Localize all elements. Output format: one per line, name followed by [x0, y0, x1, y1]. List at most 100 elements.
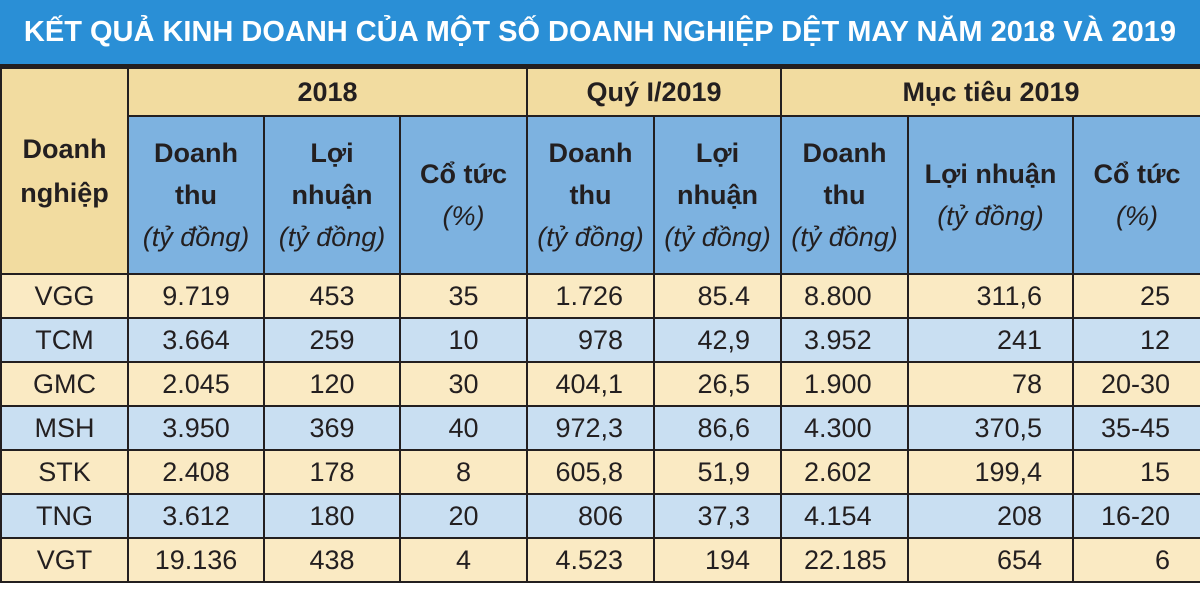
group-header-target-2019: Mục tiêu 2019: [780, 67, 1200, 117]
value-cell: 22.185: [780, 537, 910, 583]
value-cell: 120: [263, 361, 401, 407]
value-cell: 1.726: [526, 273, 656, 319]
column-header-label: nhuận: [291, 180, 373, 210]
value-cell: 3.952: [780, 317, 910, 363]
table-row: MSH 3.950 369 40 972,3 86,6 4.300 370,5 35-45: [0, 405, 1200, 451]
company-cell: TNG: [0, 493, 129, 539]
company-cell: STK: [0, 449, 129, 495]
column-header-unit: (%): [442, 201, 485, 231]
value-cell: 26,5: [653, 361, 783, 407]
value-cell: 20-30: [1072, 361, 1200, 407]
column-header-label: thu: [569, 180, 612, 210]
column-header: Lợi nhuận (tỷ đồng): [263, 115, 401, 275]
value-cell: 30: [398, 361, 529, 407]
value-cell: 3.950: [127, 405, 265, 451]
company-cell: VGT: [0, 537, 129, 583]
value-cell: 654: [907, 537, 1075, 583]
table-row: STK 2.408 178 8 605,8 51,9 2.602 199,4 15: [0, 449, 1200, 495]
column-header-label: thu: [175, 180, 217, 210]
value-cell: 178: [263, 449, 401, 495]
sub-header-row: Doanh thu (tỷ đồng) Lợi nhuận (tỷ đồng) Cổ tức…: [1, 115, 1200, 275]
column-header-unit: (tỷ đồng): [937, 201, 1044, 231]
group-header-q1-2019: Quý I/2019: [526, 67, 783, 117]
value-cell: 6: [1072, 537, 1200, 583]
column-header: Lợi nhuận (tỷ đồng): [907, 115, 1075, 275]
column-header-label: Cổ tức: [1093, 159, 1181, 189]
value-cell: 1.900: [780, 361, 910, 407]
value-cell: 10: [398, 317, 529, 363]
value-cell: 35: [398, 273, 529, 319]
company-cell: GMC: [0, 361, 129, 407]
table-row: TCM 3.664 259 10 978 42,9 3.952 241 12: [0, 317, 1200, 363]
value-cell: 978: [526, 317, 656, 363]
column-header: Doanh thu (tỷ đồng): [780, 115, 910, 275]
value-cell: 37,3: [653, 493, 783, 539]
value-cell: 85.4: [653, 273, 783, 319]
value-cell: 3.664: [127, 317, 265, 363]
column-header-unit: (tỷ đồng): [664, 222, 771, 252]
company-cell: MSH: [0, 405, 129, 451]
value-cell: 806: [526, 493, 656, 539]
value-cell: 2.045: [127, 361, 265, 407]
value-cell: 3.612: [127, 493, 265, 539]
value-cell: 4.300: [780, 405, 910, 451]
value-cell: 8.800: [780, 273, 910, 319]
value-cell: 208: [907, 493, 1075, 539]
value-cell: 4.154: [780, 493, 910, 539]
table-body: VGG 9.719 453 35 1.726 85.4 8.800 311,6 25 TCM 3.6…: [0, 273, 1200, 583]
column-header-unit: (tỷ đồng): [142, 222, 250, 252]
table-row: TNG 3.612 180 20 806 37,3 4.154 208 16-20: [0, 493, 1200, 539]
value-cell: 25: [1072, 273, 1200, 319]
value-cell: 369: [263, 405, 401, 451]
value-cell: 20: [398, 493, 529, 539]
value-cell: 311,6: [907, 273, 1075, 319]
value-cell: 40: [398, 405, 529, 451]
column-header: Cổ tức (%): [398, 115, 529, 275]
value-cell: 404,1: [526, 361, 656, 407]
company-header-line-2: nghiệp: [20, 178, 109, 208]
value-cell: 972,3: [526, 405, 656, 451]
table-title: KẾT QUẢ KINH DOANH CỦA MỘT SỐ DOANH NGHI…: [0, 0, 1200, 67]
value-cell: 16-20: [1072, 493, 1200, 539]
value-cell: 51,9: [653, 449, 783, 495]
column-header-label: Cổ tức: [419, 159, 508, 189]
value-cell: 42,9: [653, 317, 783, 363]
value-cell: 35-45: [1072, 405, 1200, 451]
value-cell: 86,6: [653, 405, 783, 451]
column-header: Cổ tức (%): [1072, 115, 1200, 275]
value-cell: 194: [653, 537, 783, 583]
column-header-unit: (%): [1116, 201, 1159, 231]
column-header-label: Lợi: [695, 138, 740, 168]
value-cell: 19.136: [127, 537, 265, 583]
company-header-line-1: Doanh: [22, 134, 107, 164]
value-cell: 180: [263, 493, 401, 539]
value-cell: 4.523: [526, 537, 656, 583]
column-header-label: Doanh: [548, 138, 633, 168]
company-cell: TCM: [0, 317, 129, 363]
group-header-row: Doanh nghiệp 2018 Quý I/2019 Mục tiêu 20…: [0, 67, 1200, 275]
column-header-label: thu: [823, 180, 866, 210]
value-cell: 199,4: [907, 449, 1075, 495]
results-table: Doanh nghiệp 2018 Quý I/2019 Mục tiêu 20…: [0, 67, 1200, 583]
column-header: Lợi nhuận (tỷ đồng): [653, 115, 783, 275]
company-cell: VGG: [0, 273, 129, 319]
table-row: VGT 19.136 438 4 4.523 194 22.185 654 6: [0, 537, 1200, 583]
value-cell: 453: [263, 273, 401, 319]
value-cell: 259: [263, 317, 401, 363]
group-header-2018: 2018: [126, 67, 529, 117]
value-cell: 15: [1072, 449, 1200, 495]
column-header-label: nhuận: [677, 180, 759, 210]
value-cell: 78: [907, 361, 1075, 407]
value-cell: 8: [398, 449, 529, 495]
column-header-unit: (tỷ đồng): [537, 222, 644, 252]
column-header-label: Lợi nhuận: [924, 159, 1057, 189]
column-header-label: Doanh: [154, 138, 238, 168]
column-header-unit: (tỷ đồng): [791, 222, 898, 252]
value-cell: 605,8: [526, 449, 656, 495]
value-cell: 370,5: [907, 405, 1075, 451]
table-row: VGG 9.719 453 35 1.726 85.4 8.800 311,6 25: [0, 273, 1200, 319]
company-column-header: Doanh nghiệp: [0, 67, 129, 275]
column-header: Doanh thu (tỷ đồng): [526, 115, 656, 275]
column-header-label: Lợi: [310, 138, 354, 168]
